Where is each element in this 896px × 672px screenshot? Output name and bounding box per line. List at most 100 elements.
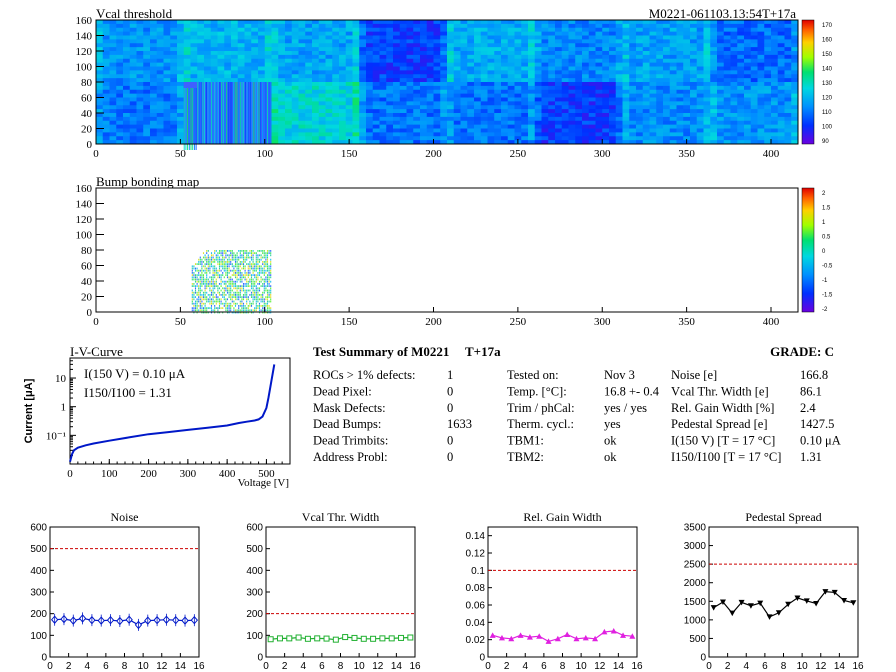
iv-x-tick-label: 500 — [258, 468, 275, 480]
data-point — [407, 634, 414, 641]
pedestal_spread-series-line — [713, 590, 854, 618]
summary-label: Mask Defects: — [313, 401, 386, 415]
summary-value: 0 — [447, 434, 453, 448]
x-tick-label: 4 — [743, 661, 749, 672]
summary-value: 0 — [447, 450, 453, 464]
data-point — [276, 635, 283, 642]
iv-y-tick-label: 10 — [55, 373, 67, 385]
x-tick-label: 0 — [47, 661, 53, 672]
data-point — [775, 610, 782, 616]
iv-x-tick-label: 400 — [219, 468, 236, 480]
x-tick-label: 10 — [138, 661, 150, 672]
summary-value: yes / yes — [604, 401, 647, 415]
x-tick-label: 10 — [576, 661, 588, 672]
summary-value: 16.8 +- 0.4 — [604, 384, 660, 398]
x-tick-label: 10 — [354, 661, 366, 672]
y-tick-label: 3500 — [684, 523, 707, 534]
palette-tick-label: -0.5 — [822, 264, 833, 270]
rel_gain_width-frame — [487, 526, 638, 658]
summary-label: Address Probl: — [313, 450, 388, 464]
x-tick-label: 4 — [300, 661, 306, 672]
y-tick-label: 100 — [246, 631, 263, 642]
y-tick-label: 200 — [246, 609, 263, 620]
x-tick-label: 14 — [391, 661, 403, 672]
palette-tick-label: 120 — [822, 96, 833, 102]
data-point — [508, 635, 515, 642]
summary-value: 1633 — [447, 417, 472, 431]
palette-tick-label: 110 — [822, 110, 832, 116]
iv-x-tick-label: 100 — [101, 468, 118, 480]
iv-y-tick-label: 1 — [61, 402, 67, 414]
y-tick-label: 0 — [479, 653, 485, 664]
data-point — [710, 605, 717, 611]
iv-xlabel: Voltage [V] — [238, 477, 289, 489]
y-tick-label: 0.04 — [466, 618, 486, 629]
data-point — [592, 635, 599, 642]
y-tick-label: 140 — [76, 31, 93, 43]
pedestal_spread-chart: Pedestal Spread 0 2 4 6 8 10 12 14 16 0 500 1000 1500… — [684, 510, 864, 672]
y-tick-label: 2500 — [684, 560, 707, 571]
x-tick-label: 6 — [541, 661, 547, 672]
data-point — [379, 635, 386, 642]
noise-title: Noise — [111, 510, 139, 524]
y-tick-label: 300 — [30, 588, 47, 599]
summary-value: yes — [604, 417, 621, 431]
data-point — [498, 634, 505, 641]
x-tick-label: 400 — [763, 148, 780, 160]
y-tick-label: 120 — [76, 46, 93, 58]
bump-heatmap-area — [191, 250, 272, 314]
summary-value: 0 — [447, 384, 453, 398]
summary-grade: GRADE: C — [770, 344, 834, 359]
x-tick-label: 0 — [706, 661, 712, 672]
y-tick-label: 0.1 — [471, 566, 485, 577]
palette-tick-label: 170 — [822, 23, 833, 29]
y-tick-label: 140 — [76, 199, 93, 211]
summary-label: TBM1: — [507, 434, 544, 448]
x-tick-label: 8 — [560, 661, 566, 672]
data-point — [398, 634, 405, 641]
x-tick-label: 6 — [762, 661, 768, 672]
x-tick-label: 400 — [763, 316, 780, 328]
y-tick-label: 0.12 — [466, 549, 486, 560]
x-tick-label: 200 — [425, 316, 442, 328]
data-point — [489, 632, 496, 638]
data-point — [757, 600, 764, 607]
summary-label: I150/I100 [T = 17 °C] — [671, 450, 781, 464]
y-tick-label: 40 — [81, 276, 93, 288]
x-tick-label: 6 — [319, 661, 325, 672]
y-tick-label: 400 — [30, 566, 47, 577]
test-summary: Test Summary of M0221 T+17a GRADE: C ROC… — [313, 344, 841, 464]
x-tick-label: 10 — [797, 661, 809, 672]
data-point — [850, 600, 857, 606]
y-tick-label: 500 — [30, 544, 47, 555]
x-tick-label: 14 — [613, 661, 625, 672]
palette-tick-label: 150 — [822, 52, 833, 58]
x-tick-label: 50 — [175, 148, 187, 160]
palette-tick-label: 0.5 — [822, 235, 831, 241]
bump-heatmap-frame — [95, 187, 799, 313]
y-tick-label: 500 — [246, 544, 263, 555]
iv-curve-panel: I-V-Curve 0 100 200 300 400 500 10⁻¹ 1 10 I(150 … — [23, 344, 291, 489]
noise-series-line — [54, 617, 195, 626]
iv-y-tick-label: 10⁻¹ — [46, 430, 66, 442]
data-point — [822, 589, 829, 595]
noise-frame — [49, 526, 200, 658]
vcal-heatmap-axes: 0 50 100 150 200 250 300 350 4000204060801001201… — [76, 15, 780, 160]
summary-label: TBM2: — [507, 450, 544, 464]
summary-value: Nov 3 — [604, 368, 635, 382]
data-point — [803, 598, 810, 604]
bump-map-title: Bump bonding map — [96, 174, 199, 189]
iv-x-tick-label: 0 — [67, 468, 73, 480]
summary-label: Tested on: — [507, 368, 559, 382]
data-point — [747, 603, 754, 609]
summary-label: Dead Pixel: — [313, 384, 372, 398]
data-point — [564, 631, 571, 637]
x-tick-label: 150 — [341, 316, 358, 328]
palette-tick-label: 160 — [822, 38, 833, 44]
vcal-defect-region — [183, 82, 272, 144]
summary-label: I(150 V) [T = 17 °C] — [671, 434, 775, 448]
x-tick-label: 16 — [409, 661, 421, 672]
x-tick-label: 0 — [485, 661, 491, 672]
y-tick-label: 60 — [81, 261, 93, 273]
